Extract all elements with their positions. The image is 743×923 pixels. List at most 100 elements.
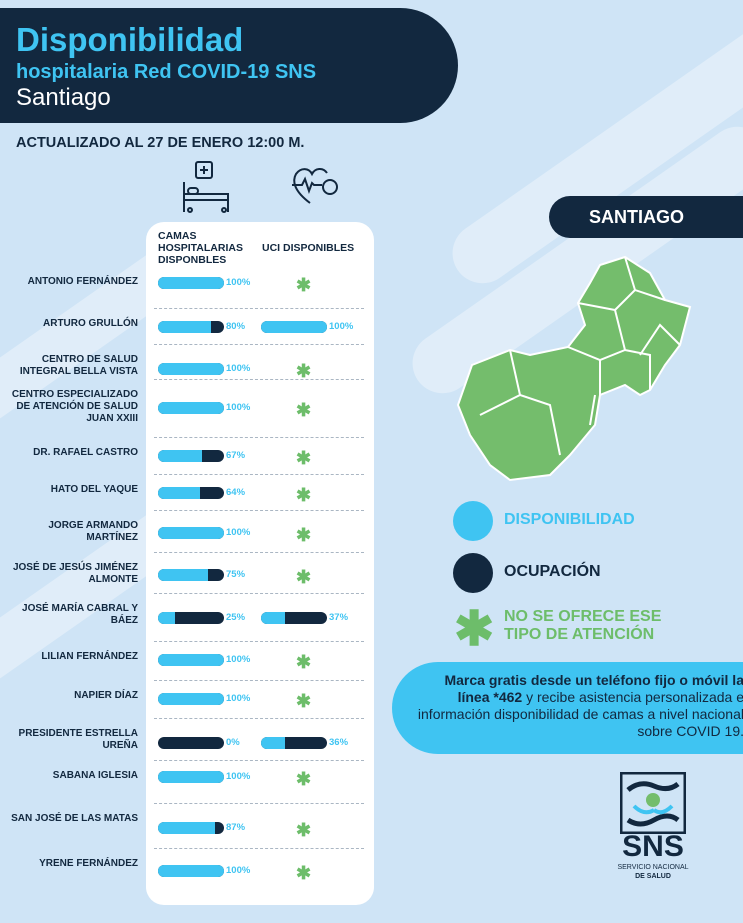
uci-availability-bar [261,321,327,333]
beds-percentage: 100% [226,527,251,538]
beds-availability-bar [158,654,224,666]
hospital-row: YRENE FERNÁNDEZ 100% ✱ [0,858,380,894]
beds-availability-bar [158,569,224,581]
row-divider [154,474,364,475]
heart-monitor-icon [290,165,340,214]
hotline-bold-text: Marca gratis desde un teléfono fijo o mó… [444,672,743,705]
beds-availability-bar [158,865,224,877]
not-offered-asterisk-icon: ✱ [296,691,312,711]
hospital-name: YRENE FERNÁNDEZ [39,858,138,869]
beds-percentage: 100% [226,277,251,288]
beds-percentage: 67% [226,450,246,461]
beds-percentage: 25% [226,612,246,623]
santiago-map [450,255,695,490]
beds-availability-bar [158,363,224,375]
row-divider [154,760,364,761]
updated-label: ACTUALIZADO AL 27 DE ENERO 12:00 M. [16,135,305,151]
not-offered-asterisk-icon: ✱ [296,361,312,381]
beds-column-header: CAMAS HOSPITALARIAS DISPONBLES [158,230,243,266]
hospital-row: ARTURO GRULLÓN 80% 100% [0,318,380,354]
hospital-name: LILIAN FERNÁNDEZ [41,651,138,662]
row-divider [154,848,364,849]
beds-availability-bar [158,277,224,289]
beds-availability-bar [158,693,224,705]
uci-column-header: UCI DISPONIBLES [262,242,355,254]
not-offered-asterisk-icon: ✱ [296,525,312,545]
row-divider [154,510,364,511]
beds-percentage: 75% [226,569,246,580]
beds-percentage: 64% [226,487,246,498]
not-offered-asterisk-icon: ✱ [296,769,312,789]
legend-occupied-dot [453,553,493,593]
hospital-row: LILIAN FERNÁNDEZ 100% ✱ [0,651,380,687]
hotline-info: Marca gratis desde un teléfono fijo o mó… [392,662,743,754]
row-divider [154,641,364,642]
hospital-row: JOSÉ DE JESÚS JIMÉNEZ ALMONTE 75% ✱ [0,562,380,598]
beds-available-fill [158,277,224,289]
not-offered-asterisk-icon: ✱ [296,400,312,420]
hospital-row: SAN JOSÉ DE LAS MATAS 87% ✱ [0,813,380,849]
hospital-name: SAN JOSÉ DE LAS MATAS [11,813,138,824]
hospital-row: JORGE ARMANDO MARTÍNEZ 100% ✱ [0,520,380,556]
page-title: Disponibilidad [16,21,244,58]
beds-percentage: 100% [226,654,251,665]
map-region-label: SANTIAGO [549,196,743,238]
hospital-name: JORGE ARMANDO MARTÍNEZ [48,520,138,543]
legend-available-dot [453,501,493,541]
logo-line2: DE SALUD [635,873,671,880]
hospital-row: ANTONIO FERNÁNDEZ 100% ✱ [0,276,380,312]
beds-available-fill [158,450,203,462]
beds-availability-bar [158,527,224,539]
page-region: Santiago [16,84,111,111]
hospital-row: CENTRO ESPECIALIZADO DE ATENCIÓN DE SALU… [0,389,380,425]
beds-available-fill [158,487,201,499]
beds-percentage: 100% [226,402,251,413]
beds-available-fill [158,771,224,783]
hospital-name: CENTRO ESPECIALIZADO DE ATENCIÓN DE SALU… [11,389,138,424]
uci-available-fill [261,612,286,624]
beds-availability-bar [158,321,224,333]
beds-available-fill [158,321,211,333]
hospital-row: SABANA IGLESIA 100% ✱ [0,770,380,806]
uci-percentage: 100% [329,321,354,332]
hospital-name: DR. RAFAEL CASTRO [33,447,138,458]
hospital-row: JOSÉ MARÍA CABRAL Y BÁEZ 25% 37% [0,603,380,639]
hospital-name: JOSÉ MARÍA CABRAL Y BÁEZ [22,603,138,626]
beds-percentage: 100% [226,693,251,704]
beds-available-fill [158,363,224,375]
beds-percentage: 87% [226,822,246,833]
beds-percentage: 100% [226,865,251,876]
hospital-bed-icon [180,160,232,219]
legend-occupied-label: OCUPACIÓN [504,563,601,580]
row-divider [154,437,364,438]
hospital-row: CENTRO DE SALUD INTEGRAL BELLA VISTA 100%… [0,354,380,390]
uci-availability-bar [261,612,327,624]
hospital-row: PRESIDENTE ESTRELLA UREÑA 0% 36% [0,728,380,764]
beds-availability-bar [158,612,224,624]
uci-available-fill [261,321,327,333]
beds-availability-bar [158,402,224,414]
uci-percentage: 36% [329,737,349,748]
hospital-name: PRESIDENTE ESTRELLA UREÑA [18,728,138,751]
logo-abbr: SNS [622,830,684,863]
logo-line1: SERVICIO NACIONAL [617,864,689,871]
beds-available-fill [158,402,224,414]
beds-availability-bar [158,737,224,749]
uci-available-fill [261,737,285,749]
hospital-name: ANTONIO FERNÁNDEZ [27,276,138,287]
page-subtitle: hospitalaria Red COVID-19 SNS [16,61,317,83]
beds-percentage: 0% [226,737,240,748]
beds-percentage: 100% [226,771,251,782]
uci-availability-bar [261,737,327,749]
row-divider [154,552,364,553]
row-divider [154,593,364,594]
legend-not-offered-label: NO SE OFRECE ESE TIPO DE ATENCIÓN [504,608,662,643]
not-offered-asterisk-icon: ✱ [296,567,312,587]
hospital-name: SABANA IGLESIA [52,770,138,781]
beds-available-fill [158,527,224,539]
row-divider [154,308,364,309]
uci-percentage: 37% [329,612,349,623]
header-banner: Disponibilidad hospitalaria Red COVID-19… [0,8,458,123]
not-offered-asterisk-icon: ✱ [296,863,312,883]
row-divider [154,379,364,380]
